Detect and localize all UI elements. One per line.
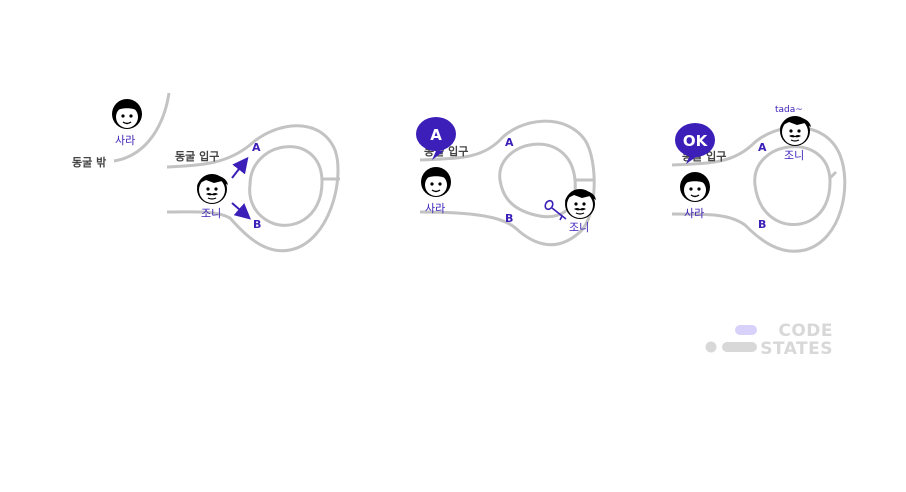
path-b-label: B: [758, 218, 766, 231]
sara-avatar: [679, 171, 711, 203]
cave-inner-loop: [498, 142, 577, 219]
cave-outer-top: [166, 124, 340, 253]
logo-text-line1: CODE: [778, 321, 833, 341]
sara-name-label: 사라: [425, 202, 445, 215]
logo-mark-bottom: [722, 342, 757, 352]
sara-avatar: [111, 98, 143, 130]
speech-bubble-text: A: [430, 126, 442, 144]
johnny-name-label: 조니: [784, 149, 804, 162]
path-a-label: A: [505, 136, 514, 149]
tada-label: tada~: [775, 105, 803, 115]
speech-bubble: A: [416, 117, 456, 160]
cave-outside-label: 동굴 밖: [72, 155, 106, 169]
sara-name-label: 사라: [115, 134, 135, 147]
johnny-avatar: [196, 173, 229, 205]
logo-mark-top: [735, 325, 757, 335]
arrow-to-a: [231, 156, 249, 179]
panel-2: 동굴 입구 A 사라 조니 A B: [416, 117, 597, 247]
cave-inner-loop: [753, 145, 832, 227]
speech-bubble: OK: [675, 123, 715, 164]
cave-outer-path: [419, 119, 596, 247]
path-b-label: B: [505, 212, 513, 225]
johnny-name-label: 조니: [201, 207, 221, 220]
path-a-label: A: [758, 141, 767, 154]
path-a-label: A: [252, 141, 261, 154]
speech-bubble-text: OK: [683, 132, 709, 150]
cave-door-open: [828, 170, 838, 180]
sara-avatar: [420, 166, 452, 198]
key-icon: [544, 199, 567, 221]
sara-name-label: 사라: [684, 207, 704, 220]
johnny-name-label: 조니: [569, 221, 589, 234]
cave-outside-path: [113, 92, 171, 163]
path-b-label: B: [253, 218, 261, 231]
cave-inner-loop: [248, 145, 324, 227]
panel-3: 동굴 입구 OK 사라 tada~ 조니 A B: [671, 105, 847, 253]
arrow-to-b: [231, 202, 252, 220]
cave-outer-path: [671, 126, 847, 253]
cave-entrance-label: 동굴 입구: [175, 150, 219, 163]
panel-1: 동굴 밖 동굴 입구 사라 조니 A B: [72, 92, 340, 253]
logo-mark-dot: [705, 341, 717, 353]
logo-text-line2: STATES: [760, 339, 833, 359]
johnny-avatar: [779, 115, 812, 147]
code-states-logo: CODE STATES: [705, 321, 833, 359]
